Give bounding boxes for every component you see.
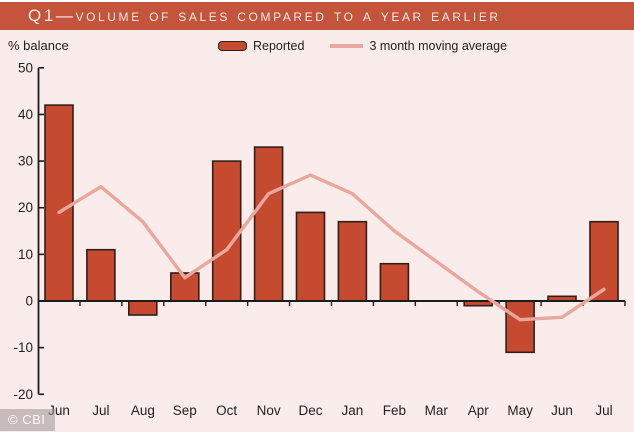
legend-moving-average-label: 3 month moving average <box>369 39 508 53</box>
bar-4-Oct <box>211 160 242 302</box>
x-tick-label-May: May <box>507 403 533 418</box>
y-tick-label-0: 0 <box>25 294 33 309</box>
bar-5-Nov <box>253 146 284 302</box>
chart-title: Q1—volume of sales compared to a year ea… <box>28 6 501 25</box>
y-tick-label--20: -20 <box>13 387 33 402</box>
bar-2-Aug <box>128 300 158 316</box>
bar-6-Dec <box>295 211 326 302</box>
credit-badge: © CBI <box>0 409 56 431</box>
moving-average-swatch-icon <box>330 44 364 48</box>
bar-7-Jan <box>337 220 368 302</box>
bar-8-Feb <box>379 262 410 302</box>
legend-reported-label: Reported <box>253 39 305 53</box>
x-tick-label-Jun: Jun <box>551 403 573 418</box>
y-tick-label--10: -10 <box>13 340 33 355</box>
x-tick-label-Jul: Jul <box>92 403 109 418</box>
x-tick-label-Jul: Jul <box>595 403 612 418</box>
bar-0-Jun <box>44 104 74 302</box>
y-tick-label-30: 30 <box>18 154 33 169</box>
x-tick-label-Aug: Aug <box>131 403 155 418</box>
moving-average-line <box>57 173 606 322</box>
y-tick-label-10: 10 <box>18 247 33 262</box>
y-tick-label-40: 40 <box>18 107 33 122</box>
bar-1-Jul <box>86 248 116 302</box>
x-tick-label-Nov: Nov <box>257 403 281 418</box>
title-bar: Q1—volume of sales compared to a year ea… <box>0 0 634 30</box>
bar-11-May <box>505 300 535 354</box>
x-tick-label-Jan: Jan <box>342 403 364 418</box>
x-tick-label-Oct: Oct <box>216 403 237 418</box>
y-tick-label-50: 50 <box>18 60 33 75</box>
x-tick-label-Sep: Sep <box>173 403 197 418</box>
x-tick-label-Apr: Apr <box>468 403 490 418</box>
reported-swatch-icon <box>218 41 247 51</box>
legend: Reported 3 month moving average <box>218 39 507 53</box>
x-tick-label-Feb: Feb <box>383 403 406 418</box>
y-axis-unit-label: % balance <box>8 38 69 53</box>
x-tick-label-Dec: Dec <box>299 403 323 418</box>
x-tick-label-Mar: Mar <box>425 403 449 418</box>
y-tick-label-20: 20 <box>18 200 33 215</box>
